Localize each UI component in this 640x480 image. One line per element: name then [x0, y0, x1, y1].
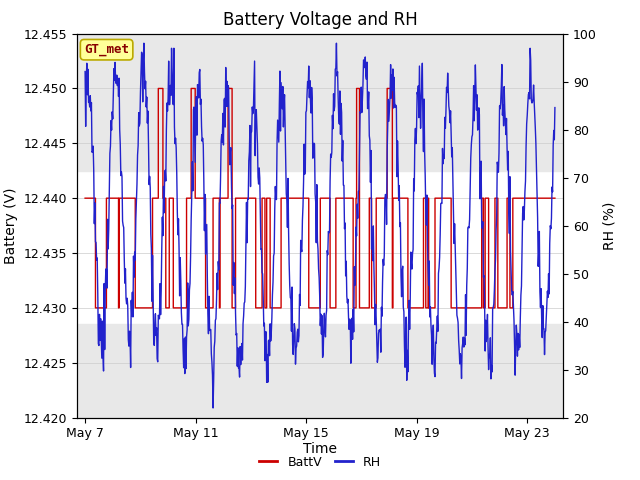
Bar [77, 324, 563, 418]
Legend: BattV, RH: BattV, RH [253, 451, 387, 474]
Y-axis label: Battery (V): Battery (V) [4, 187, 18, 264]
Bar [77, 28, 563, 171]
Y-axis label: RH (%): RH (%) [602, 202, 616, 250]
Title: Battery Voltage and RH: Battery Voltage and RH [223, 11, 417, 29]
Text: GT_met: GT_met [84, 43, 129, 56]
X-axis label: Time: Time [303, 442, 337, 456]
